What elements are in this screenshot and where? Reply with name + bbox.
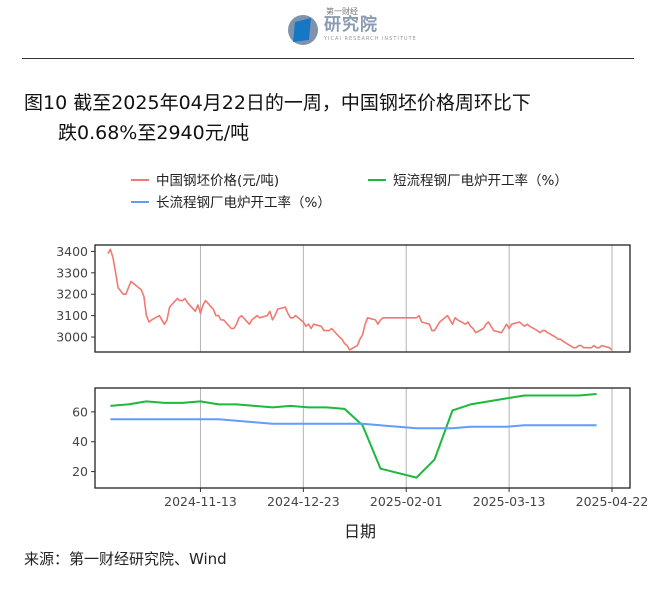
y-tick-label-utilization-2: 60 [72,404,88,419]
figure-title-line2: 跌0.68%至2940元/吨 [58,122,250,144]
x-tick-label-4: 2025-04-22 [576,494,649,509]
logo-book-icon [293,18,311,42]
x-tick-label-0: 2024-11-13 [164,494,237,509]
figure-title-line1: 图10 截至2025年04月22日的一周，中国钢坯价格周环比下 [24,92,531,114]
logo-name: 第一财经 [326,7,358,16]
figure-title: 图10 截至2025年04月22日的一周，中国钢坯价格周环比下 跌0.68%至2… [24,88,624,148]
legend-label-long-process: 长流程钢厂电炉开工率（%） [156,194,331,211]
x-tick-label-2: 2025-02-01 [370,494,443,509]
y-tick-label-price-0: 3000 [56,330,88,345]
y-tick-label-price-2: 3200 [56,287,88,302]
price-panel: 3000 3100 3200 3300 3400 [56,244,631,353]
logo-subtitle: YICAI RESEARCH INSTITUTE [324,36,417,42]
yicai-logo [288,15,318,45]
y-tick-label-utilization-1: 40 [72,434,88,449]
x-axis-label: 日期 [344,522,376,541]
series-line-short-process [110,393,597,479]
y-tick-label-price-4: 3400 [56,244,88,259]
x-tick-label-1: 2024-12-23 [267,494,340,509]
logo-text: 研究院 [324,15,378,35]
y-tick-label-utilization-0: 20 [72,464,88,479]
series-line-price [107,248,613,351]
x-axis: 2024-11-13 2024-12-23 2025-02-01 2025-03-13… [164,488,648,509]
source-note: 来源：第一财经研究院、Wind [24,550,227,568]
legend: 中国钢坯价格(元/吨) 短流程钢厂电炉开工率（%） 长流程钢厂电炉开工率（%） [131,172,568,211]
legend-label-short-process: 短流程钢厂电炉开工率（%） [393,172,568,189]
y-tick-label-price-1: 3100 [56,308,88,323]
x-tick-label-3: 2025-03-13 [473,494,546,509]
header-divider [22,58,634,59]
legend-label-price: 中国钢坯价格(元/吨) [156,173,279,189]
utilization-panel: 20 40 60 [72,387,631,489]
series-line-long-process [110,418,597,430]
panel-border-price [94,244,631,353]
panel-border-utilization [94,387,631,489]
y-tick-label-price-3: 3300 [56,265,88,280]
